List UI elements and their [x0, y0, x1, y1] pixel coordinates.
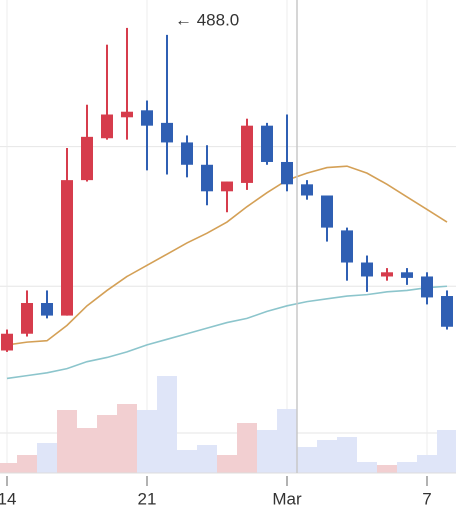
candle-body	[161, 122, 173, 143]
candle-body	[281, 161, 293, 185]
moving-average-line	[6, 165, 448, 346]
x-tick-label: 14	[0, 489, 16, 508]
candle-body	[361, 262, 373, 277]
volume-bar	[157, 376, 177, 473]
moving-averages	[6, 165, 448, 380]
candle-body	[21, 303, 33, 334]
volume-bar	[397, 462, 417, 473]
volume-panel	[0, 376, 456, 473]
candle-body	[441, 296, 453, 327]
x-tick-label: 21	[138, 489, 157, 508]
volume-bar	[0, 463, 17, 473]
volume-bar	[437, 430, 456, 473]
x-axis: 14 21 Mar 7	[0, 472, 456, 508]
x-tick-label: 7	[422, 489, 431, 508]
volume-bar	[357, 462, 377, 473]
volume-bar	[417, 455, 437, 473]
candles	[1, 27, 453, 352]
candle-body	[381, 272, 393, 277]
candle-body	[301, 184, 313, 196]
candle-body	[41, 303, 53, 316]
volume-bar	[217, 455, 237, 473]
volume-bar	[77, 428, 97, 473]
volume-bar	[377, 465, 397, 473]
candle-body	[81, 136, 93, 181]
x-tick-label: Mar	[272, 489, 302, 508]
candle-body	[421, 276, 433, 298]
volume-bar	[177, 450, 197, 473]
volume-bar	[17, 455, 37, 473]
candle-body	[201, 164, 213, 192]
volume-bar	[297, 447, 317, 473]
candle-body	[181, 142, 193, 165]
annotation: ← 488.0	[175, 10, 239, 29]
volume-bar	[97, 415, 117, 473]
volume-bar	[277, 409, 297, 473]
volume-bar	[117, 404, 137, 473]
candle-body	[101, 114, 113, 139]
candle-body	[401, 272, 413, 278]
volume-bar	[337, 437, 357, 473]
candle-body	[61, 180, 73, 316]
volume-bar	[237, 423, 257, 473]
candle-body	[261, 125, 273, 162]
candle-body	[221, 181, 233, 192]
candle-body	[141, 110, 153, 126]
candle-body	[241, 125, 253, 183]
candle-body	[121, 111, 133, 118]
candle-body	[1, 333, 13, 351]
candle-body	[341, 230, 353, 263]
volume-bar	[137, 410, 157, 473]
volume-bar	[57, 410, 77, 473]
volume-bar	[197, 445, 217, 473]
moving-average-line	[6, 285, 448, 380]
volume-bar	[317, 440, 337, 473]
volume-bar	[37, 443, 57, 473]
volume-bar	[257, 430, 277, 473]
candle-body	[321, 195, 333, 228]
